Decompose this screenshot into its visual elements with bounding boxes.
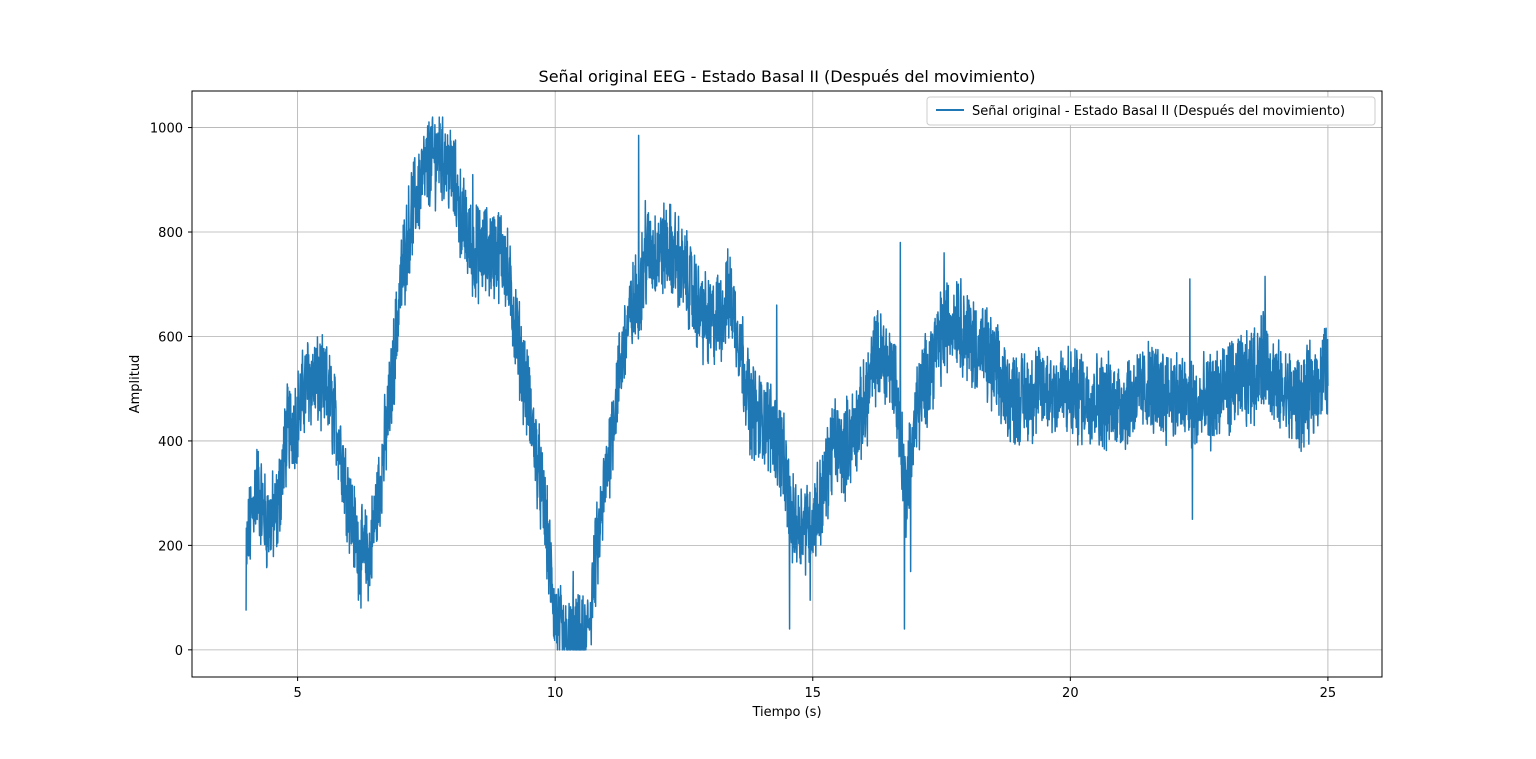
x-tick-label: 5 bbox=[293, 686, 301, 701]
y-tick-label: 200 bbox=[158, 539, 183, 554]
grid bbox=[192, 91, 1382, 677]
x-tick-label: 20 bbox=[1062, 686, 1079, 701]
series-line bbox=[245, 116, 1329, 651]
y-tick-label: 800 bbox=[158, 226, 183, 241]
y-tick-label: 1000 bbox=[150, 122, 183, 137]
series-layer bbox=[245, 116, 1329, 651]
legend-label: Señal original - Estado Basal II (Despué… bbox=[972, 104, 1345, 119]
chart-title: Señal original EEG - Estado Basal II (De… bbox=[539, 67, 1036, 86]
x-tick-label: 25 bbox=[1320, 686, 1337, 701]
x-tick-label: 10 bbox=[547, 686, 564, 701]
ticks: 5 10 15 20 25 0 200 400 600 800 1000 bbox=[150, 122, 1336, 701]
legend-box bbox=[926, 96, 1376, 126]
x-tick-label: 15 bbox=[804, 686, 821, 701]
plot-frame bbox=[191, 90, 1383, 678]
x-axis-label: Tiempo (s) bbox=[751, 705, 821, 720]
legend: Señal original - Estado Basal II (Despué… bbox=[926, 96, 1376, 126]
y-tick-label: 400 bbox=[158, 435, 183, 450]
y-axis-label: Amplitud bbox=[128, 355, 143, 414]
y-tick-label: 0 bbox=[175, 644, 183, 659]
y-tick-label: 600 bbox=[158, 330, 183, 345]
